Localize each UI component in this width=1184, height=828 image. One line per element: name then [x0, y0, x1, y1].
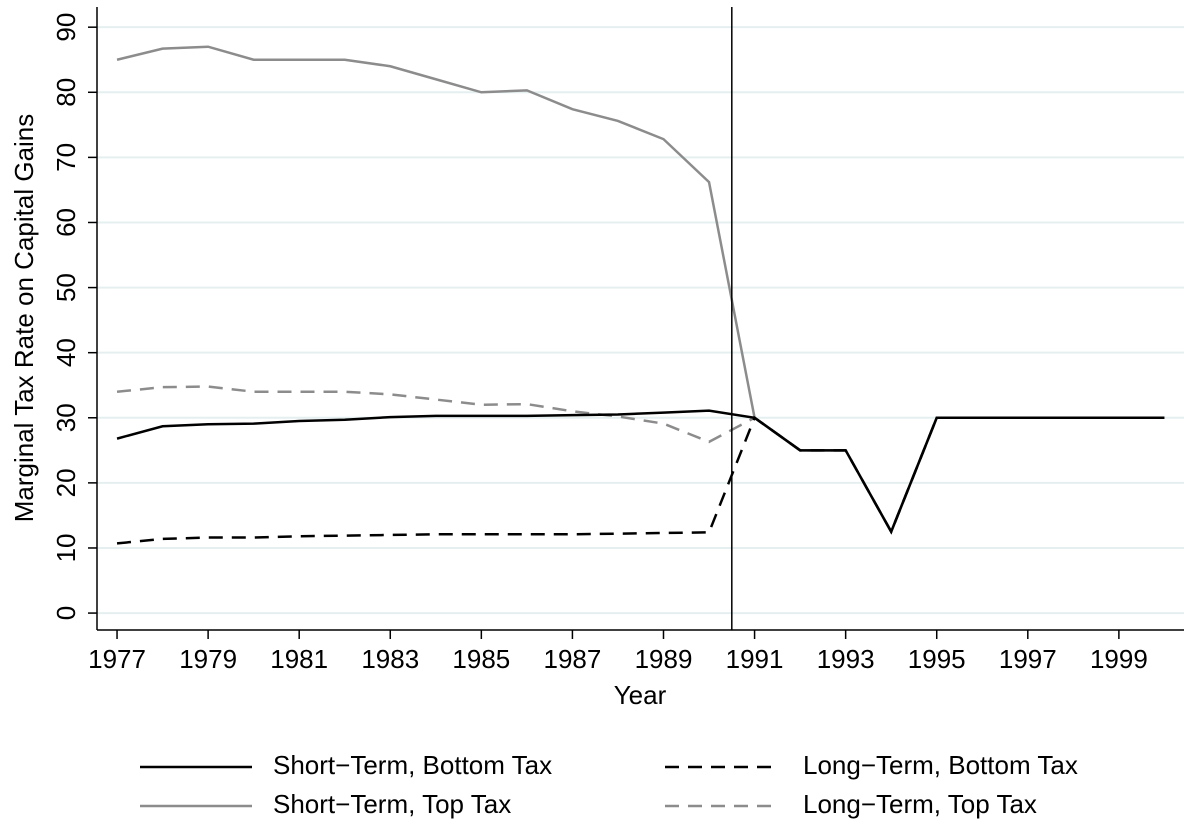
- x-tick-label: 1983: [361, 644, 419, 674]
- y-tick-label: 30: [51, 403, 81, 432]
- series-line: [116, 385, 1165, 535]
- y-axis-label: Marginal Tax Rate on Capital Gains: [9, 114, 39, 523]
- x-tick-label: 1981: [270, 644, 328, 674]
- legend-label: Short−Term, Top Tax: [273, 789, 511, 819]
- x-tick-label: 1985: [452, 644, 510, 674]
- x-tick-label: 1999: [1090, 644, 1148, 674]
- y-tick-label: 90: [51, 13, 81, 42]
- legend-label: Short−Term, Bottom Tax: [273, 750, 552, 780]
- y-tick-label: 80: [51, 78, 81, 107]
- legend-label: Long−Term, Bottom Tax: [803, 750, 1078, 780]
- x-tick-label: 1991: [726, 644, 784, 674]
- y-tick-label: 20: [51, 468, 81, 497]
- x-tick-label: 1977: [88, 644, 146, 674]
- x-tick-label: 1979: [179, 644, 237, 674]
- y-tick-label: 60: [51, 208, 81, 237]
- x-tick-label: 1993: [817, 644, 875, 674]
- legend: Short−Term, Bottom Tax Long−Term, Bottom …: [140, 750, 1078, 819]
- legend-label: Long−Term, Top Tax: [803, 789, 1037, 819]
- y-tick-label: 0: [51, 606, 81, 620]
- x-tick-label: 1989: [635, 644, 693, 674]
- series-line: [116, 415, 1165, 545]
- series-line: [116, 409, 1165, 535]
- series-line: [116, 45, 1165, 535]
- x-tick-label: 1997: [999, 644, 1057, 674]
- x-axis-label: Year: [614, 680, 667, 710]
- y-tick-label: 70: [51, 143, 81, 172]
- x-tick-label: 1987: [543, 644, 601, 674]
- x-tick-label: 1995: [908, 644, 966, 674]
- y-tick-label: 10: [51, 534, 81, 563]
- y-tick-label: 50: [51, 273, 81, 302]
- y-tick-label: 40: [51, 338, 81, 367]
